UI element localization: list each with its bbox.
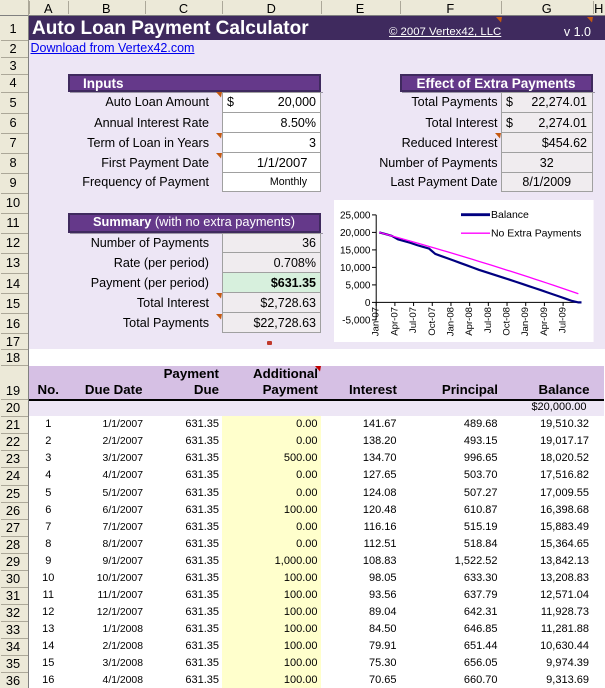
svg-text:0: 0 xyxy=(365,297,371,308)
svg-text:10,000: 10,000 xyxy=(340,262,371,273)
svg-text:Jul-08: Jul-08 xyxy=(483,307,494,333)
svg-text:Apr-09: Apr-09 xyxy=(539,307,550,336)
svg-text:Apr-08: Apr-08 xyxy=(464,307,475,336)
svg-text:-5,000: -5,000 xyxy=(342,315,371,326)
svg-text:Jan-09: Jan-09 xyxy=(520,307,531,336)
svg-text:15,000: 15,000 xyxy=(340,245,371,256)
svg-text:25,000: 25,000 xyxy=(340,210,371,221)
svg-text:Jul-07: Jul-07 xyxy=(408,307,419,333)
svg-text:No Extra Payments: No Extra Payments xyxy=(491,228,581,239)
svg-text:Oct-08: Oct-08 xyxy=(502,307,513,336)
svg-text:Balance: Balance xyxy=(491,210,529,221)
svg-text:Apr-07: Apr-07 xyxy=(389,307,400,336)
svg-text:Jan-08: Jan-08 xyxy=(445,307,456,336)
svg-text:Oct-07: Oct-07 xyxy=(427,307,438,336)
svg-text:Jan-07: Jan-07 xyxy=(371,307,382,336)
svg-text:20,000: 20,000 xyxy=(340,227,371,238)
svg-text:5,000: 5,000 xyxy=(346,280,371,291)
svg-text:Jul-09: Jul-09 xyxy=(558,307,569,333)
